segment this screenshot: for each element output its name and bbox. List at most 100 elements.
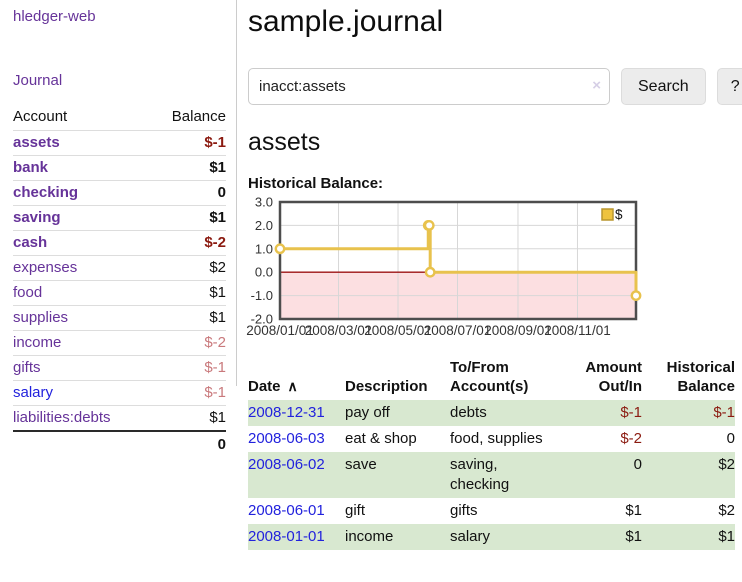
account-balance: $-2: [204, 234, 226, 251]
x-axis-tick-label: 2008/03/01: [305, 323, 373, 338]
chart-canvas: 3.0 2.0 1.0 0.0 -1.0 -2.02008/01/012008/03/01…: [246, 195, 642, 338]
chart-title: Historical Balance:: [248, 175, 384, 192]
transaction-date-link[interactable]: 2008-06-03: [248, 430, 325, 447]
sort-ascending-icon: ∧: [287, 378, 298, 394]
transaction-amount: $1: [625, 528, 642, 545]
x-axis-tick-label: 2008/01/01: [246, 323, 314, 338]
account-balance: $-2: [204, 334, 226, 351]
account-heading: assets: [248, 128, 321, 156]
transaction-date-link[interactable]: 2008-01-01: [248, 528, 325, 545]
account-row: liabilities:debts $1: [13, 405, 226, 432]
sidebar: hledger-web Journal Account Balance asse…: [0, 0, 237, 582]
account-link[interactable]: income: [13, 334, 62, 351]
transaction-balance: 0: [726, 430, 735, 447]
register-table: Date ∧ Description To/From Account(s) Amount O…: [248, 358, 735, 550]
accounts-total-value: 0: [149, 430, 226, 458]
transaction-amount: $-1: [620, 404, 642, 421]
register-header-to-from-account-s-: To/From Account(s): [450, 358, 560, 400]
account-row: saving $1: [13, 205, 226, 231]
main-content: sample.journal × Search ? assets Histori…: [237, 0, 742, 582]
accounts-table: Account Balance assets $-1 bank $1 checking 0…: [13, 105, 226, 458]
account-balance: $-1: [204, 134, 226, 151]
x-axis-tick-label: 2008/11/01: [544, 323, 611, 338]
transaction-accounts: saving, checking: [450, 456, 510, 493]
account-link[interactable]: cash: [13, 234, 48, 251]
register-header-line: Balance: [677, 378, 735, 395]
clear-search-icon[interactable]: ×: [592, 77, 601, 94]
account-link[interactable]: assets: [13, 134, 60, 151]
register-header-line: Account(s): [450, 378, 529, 395]
account-row: salary $-1: [13, 380, 226, 406]
y-axis-tick-label: -1.0: [251, 288, 273, 303]
accounts-header-row: Account Balance: [13, 105, 226, 131]
search-button[interactable]: Search: [621, 68, 706, 105]
account-balance: $-1: [204, 384, 226, 401]
transaction-date-link[interactable]: 2008-06-02: [248, 456, 325, 473]
account-balance: 0: [217, 184, 226, 201]
account-link[interactable]: gifts: [13, 359, 41, 376]
transaction-description: pay off: [345, 404, 390, 421]
accounts-header-balance: Balance: [171, 108, 226, 125]
transaction-description: income: [345, 528, 394, 545]
account-balance: $1: [209, 309, 226, 326]
register-header-date[interactable]: Date ∧: [248, 358, 345, 400]
account-balance: $1: [209, 159, 226, 176]
account-link[interactable]: food: [13, 284, 43, 301]
search-form: × Search ?: [248, 68, 742, 105]
transaction-balance: $2: [718, 502, 735, 519]
transaction-amount: 0: [633, 456, 642, 473]
account-balance: $-1: [204, 359, 226, 376]
account-row: checking 0: [13, 180, 226, 206]
data-point-marker: [274, 243, 286, 255]
account-balance: $1: [209, 284, 226, 301]
register-row: 2008-06-02 save saving, checking 0 $2: [248, 452, 735, 498]
y-axis-tick-label: 3.0: [255, 195, 273, 210]
y-axis-tick-label: 0.0: [255, 265, 273, 280]
sidebar-item-journal[interactable]: Journal: [13, 72, 63, 89]
x-axis-tick-label: 2008/05/01: [364, 323, 432, 338]
transaction-description: gift: [345, 502, 366, 519]
register-header-description: Description: [345, 358, 450, 400]
account-link[interactable]: saving: [13, 209, 61, 226]
register-row: 2008-01-01 income salary $1 $1: [248, 524, 735, 550]
account-link[interactable]: checking: [13, 184, 79, 201]
account-link[interactable]: supplies: [13, 309, 69, 326]
register-header-line: Date ∧: [248, 378, 298, 395]
transaction-date-link[interactable]: 2008-12-31: [248, 404, 325, 421]
search-input-wrap: ×: [248, 68, 610, 105]
account-link[interactable]: bank: [13, 159, 49, 176]
register-row: 2008-06-01 gift gifts $1 $2: [248, 498, 735, 524]
transaction-balance: $1: [718, 528, 735, 545]
search-input[interactable]: [248, 68, 610, 105]
register-header-line: Historical: [666, 359, 735, 376]
register-header-line: To/From: [450, 359, 509, 376]
transaction-description: save: [345, 456, 377, 473]
x-axis-tick-label: 2008/07/01: [424, 323, 492, 338]
historical-balance-chart: 3.0 2.0 1.0 0.0 -1.0 -2.0 2008/01/01 2008/03/01…: [246, 195, 742, 341]
data-point-marker: [424, 266, 436, 278]
account-balance: $1: [209, 409, 226, 426]
register-row: 2008-12-31 pay off debts $-1 $-1: [248, 400, 735, 426]
account-link[interactable]: salary: [13, 384, 54, 401]
legend-label: $: [615, 207, 623, 222]
accounts-total-spacer: [13, 430, 150, 458]
account-row: income $-2: [13, 330, 226, 356]
account-balance: $1: [209, 209, 226, 226]
y-axis-tick-label: 2.0: [255, 218, 273, 233]
plot-border: [278, 200, 638, 321]
account-link[interactable]: liabilities:debts: [13, 409, 111, 426]
help-button[interactable]: ?: [716, 68, 742, 105]
account-row: food $1: [13, 280, 226, 306]
account-row: assets $-1: [13, 130, 226, 156]
data-point-marker: [423, 220, 435, 231]
transaction-date-link[interactable]: 2008-06-01: [248, 502, 325, 519]
y-axis-tick-label: -2.0: [251, 312, 273, 327]
account-link[interactable]: expenses: [13, 259, 78, 276]
accounts-total-row: 0: [13, 430, 226, 458]
account-row: gifts $-1: [13, 355, 226, 381]
transaction-accounts: salary: [450, 528, 491, 545]
data-point-marker: [630, 290, 642, 302]
app-brand-link[interactable]: hledger-web: [13, 8, 96, 25]
register-header-amount-out-in: Amount Out/In: [560, 358, 642, 400]
register-row: 2008-06-03 eat & shop food, supplies $-2 0: [248, 426, 735, 452]
